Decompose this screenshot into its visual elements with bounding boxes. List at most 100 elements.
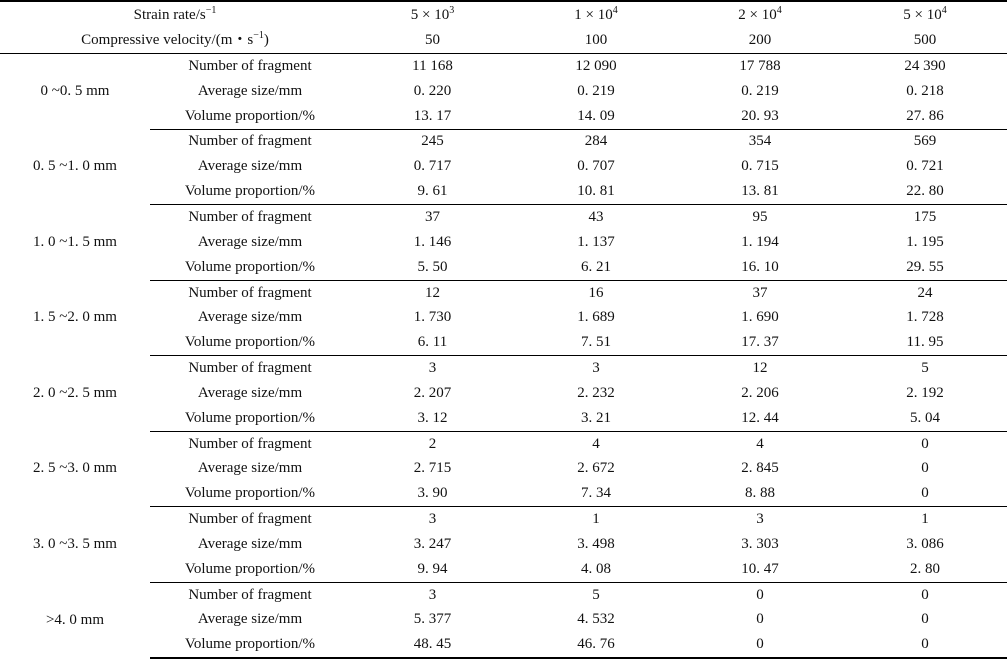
size-range-cell: 1. 5 ~2. 0 mm — [33, 309, 117, 326]
table-row: Average size/mm 0. 717 0. 707 0. 715 0. 721 — [0, 154, 1007, 179]
value-cell: 0 — [921, 435, 929, 452]
table-row: 1. 5 ~2. 0 mm Number of fragment 12 16 37 24 — [0, 280, 1007, 325]
velocity-cell-2: 200 — [677, 28, 843, 54]
value-cell: 0. 220 — [413, 82, 452, 99]
table-row: Volume proportion/% 13. 17 14. 09 20. 93 27.… — [0, 103, 1007, 130]
value-cell: 0 — [921, 460, 929, 477]
value-cell: 2 — [428, 435, 437, 452]
strain-rate-header: Strain rate/s−1 — [0, 0, 350, 28]
value-cell: 0. 721 — [906, 158, 944, 175]
value-cell: 2. 715 — [413, 460, 452, 477]
value-cell: 245 — [421, 133, 444, 150]
value-cell: 0 — [756, 611, 764, 628]
value-cell: 0 — [921, 586, 929, 603]
table-row: Volume proportion/% 6. 11 7. 51 17. 37 11. 9… — [0, 330, 1007, 357]
size-range-cell: 2. 5 ~3. 0 mm — [33, 460, 117, 477]
value-cell: 0 — [756, 586, 764, 603]
value-cell: 2. 232 — [577, 384, 615, 401]
value-cell: 37 — [425, 208, 440, 225]
value-cell: 12 090 — [575, 57, 617, 74]
value-cell: 175 — [913, 208, 937, 225]
metric-label-cell: Number of fragment — [188, 511, 312, 528]
table-row: 0. 5 ~1. 0 mm Number of fragment 245 284 354… — [0, 129, 1007, 174]
value-cell: 2. 80 — [843, 556, 1007, 583]
table-row: 1. 0 ~1. 5 mm Number of fragment 37 43 95 175 — [0, 205, 1007, 249]
value-cell: 9. 94 — [350, 556, 515, 583]
value-cell: 10. 81 — [515, 179, 677, 206]
header-row-velocity: Compressive velocity/(m・s−1) 50 100 200 … — [0, 28, 1007, 54]
value-cell: 5. 50 — [350, 254, 515, 281]
table-row: Average size/mm 1. 730 1. 689 1. 690 1. 728 — [0, 305, 1007, 330]
value-cell: 4 — [592, 435, 600, 452]
strain-rate-cell-2: 2 × 104 — [677, 0, 843, 28]
value-cell: 11 168 — [412, 57, 453, 74]
value-cell: 5. 04 — [843, 405, 1007, 432]
value-cell: 3. 303 — [741, 535, 779, 552]
metric-label-cell: Volume proportion/% — [150, 481, 350, 508]
value-cell: 95 — [752, 208, 768, 225]
value-cell: 14. 09 — [515, 103, 677, 130]
metric-label-cell: Volume proportion/% — [150, 556, 350, 583]
size-range-cell: 1. 0 ~1. 5 mm — [33, 233, 117, 250]
value-cell: 16. 10 — [677, 254, 843, 281]
metric-label-cell: Average size/mm — [197, 535, 303, 552]
metric-label-cell: Volume proportion/% — [150, 330, 350, 357]
value-cell: 1. 146 — [413, 233, 452, 250]
strain-rate-cell-1: 1 × 104 — [515, 0, 677, 28]
value-cell: 24 — [917, 284, 933, 301]
value-cell: 13. 81 — [677, 179, 843, 206]
value-cell: 1. 690 — [741, 309, 779, 326]
value-cell: 0. 707 — [577, 158, 615, 175]
value-cell: 22. 80 — [843, 179, 1007, 206]
table-row: Volume proportion/% 3. 12 3. 21 12. 44 5. 04 — [0, 405, 1007, 432]
table-row: >4. 0 mm Number of fragment 3 5 0 0 — [0, 582, 1007, 627]
value-cell: 37 — [752, 284, 768, 301]
table-row: Volume proportion/% 9. 61 10. 81 13. 81 22. … — [0, 179, 1007, 206]
metric-label-cell: Volume proportion/% — [150, 103, 350, 130]
value-cell: 12 — [752, 360, 768, 377]
value-cell: 0 — [843, 632, 1007, 659]
value-cell: 3. 247 — [413, 535, 452, 552]
value-cell: 3. 12 — [350, 405, 515, 432]
value-cell: 2. 845 — [741, 460, 779, 477]
value-cell: 0 — [921, 611, 929, 628]
value-cell: 0. 219 — [741, 82, 779, 99]
metric-label-cell: Average size/mm — [197, 460, 303, 477]
value-cell: 0. 715 — [741, 158, 779, 175]
value-cell: 284 — [584, 133, 608, 150]
velocity-cell-3: 500 — [843, 28, 1007, 54]
value-cell: 0 — [843, 481, 1007, 508]
value-cell: 5. 377 — [413, 611, 452, 628]
value-cell: 4. 532 — [577, 611, 615, 628]
size-range-cell: 0. 5 ~1. 0 mm — [33, 158, 117, 175]
value-cell: 1 — [592, 511, 600, 528]
size-range-cell: >4. 0 mm — [45, 611, 105, 628]
value-cell: 16 — [588, 284, 604, 301]
value-cell: 29. 55 — [843, 254, 1007, 281]
value-cell: 4. 08 — [515, 556, 677, 583]
value-cell: 3. 90 — [350, 481, 515, 508]
table-row: Volume proportion/% 48. 45 46. 76 0 0 — [0, 632, 1007, 659]
value-cell: 3 — [592, 360, 600, 377]
value-cell: 0. 717 — [413, 158, 452, 175]
value-cell: 354 — [748, 133, 772, 150]
size-range-cell: 0 ~0. 5 mm — [40, 83, 110, 100]
value-cell: 1. 728 — [906, 309, 944, 326]
metric-label-cell: Average size/mm — [197, 233, 303, 250]
value-cell: 3 — [756, 511, 764, 528]
value-cell: 0 — [677, 632, 843, 659]
value-cell: 6. 21 — [515, 254, 677, 281]
table-row: Average size/mm 3. 247 3. 498 3. 303 3. 086 — [0, 532, 1007, 557]
value-cell: 43 — [588, 208, 604, 225]
metric-label-cell: Number of fragment — [188, 435, 312, 452]
strain-rate-cell-0: 5 × 103 — [350, 0, 515, 28]
value-cell: 1. 137 — [577, 233, 615, 250]
metric-label-cell: Average size/mm — [197, 158, 303, 175]
metric-label-cell: Number of fragment — [188, 133, 312, 150]
value-cell: 5 — [921, 360, 929, 377]
table-row: 3. 0 ~3. 5 mm Number of fragment 3 1 3 1 — [0, 507, 1007, 552]
table-row: Average size/mm 5. 377 4. 532 0 0 — [0, 608, 1007, 633]
table-row: Average size/mm 1. 146 1. 137 1. 194 1. 195 — [0, 230, 1007, 255]
value-cell: 3 — [428, 511, 437, 528]
